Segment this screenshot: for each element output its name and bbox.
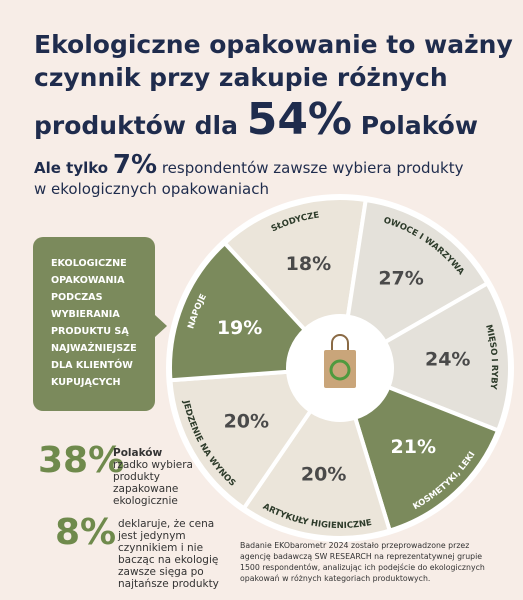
title-highlight: 54% [246, 94, 353, 145]
stat-text: Polaków rzadko wybiera produkty zapakowane e… [113, 447, 193, 507]
callout-line: EKOLOGICZNE [51, 258, 127, 269]
segment [221, 196, 369, 333]
callout-line: NAJWAŻNIEJSZE [51, 343, 137, 354]
callout-line: PODCZAS [51, 292, 103, 303]
subtitle-text: Ale tylko [34, 159, 109, 177]
callout-line: PRODUKTU SĄ [51, 326, 129, 337]
segment [345, 197, 491, 345]
bag-icon [324, 350, 356, 388]
segment-value: 24% [425, 349, 470, 371]
stat-line: Polaków [113, 447, 163, 459]
callout-line: KUPUJĄCYCH [51, 377, 121, 388]
stat-line: jest jedynym [118, 530, 186, 542]
segment-value: 19% [217, 317, 262, 339]
segment-value: 27% [378, 267, 423, 289]
title-text: Polaków [360, 111, 478, 140]
footnote: Badanie EKObarometr 2024 zostało przepro… [240, 540, 485, 584]
stat-value: 38% [38, 440, 125, 481]
title-line: produktów dla 54% Polaków [34, 94, 478, 145]
stat-line: rzadko wybiera [113, 459, 193, 471]
segment [241, 408, 393, 540]
segment [168, 240, 308, 383]
segment [168, 369, 314, 512]
segment-value: 20% [224, 410, 269, 432]
segment-value: 20% [301, 463, 346, 485]
stat-value: 8% [55, 512, 117, 553]
stat-text: deklaruje, że cena jest jedynym czynnikiem… [118, 518, 219, 590]
segment-value: 21% [391, 436, 436, 458]
stat-line: produkty [113, 471, 160, 483]
callout: EKOLOGICZNE OPAKOWANIA PODCZAS WYBIERANIA PR… [33, 237, 167, 411]
stat-line: zapakowane [113, 483, 179, 495]
segment-value: 18% [286, 253, 331, 275]
title-line: czynnik przy zakupie różnych [34, 63, 448, 92]
segment [382, 280, 512, 434]
subtitle-highlight: 7% [112, 150, 158, 180]
footnote-line: opakowań w różnych kategoriach produktow… [240, 574, 431, 583]
stat-line: zawsze sięga po [118, 566, 204, 578]
footnote-line: 1500 respondentów, analizując ich podejś… [240, 563, 485, 572]
subtitle-line: Ale tylko 7% respondentów zawsze wybiera… [34, 150, 464, 180]
subtitle-line: w ekologicznych opakowaniach [34, 180, 269, 198]
stat-line: ekologicznie [113, 495, 178, 507]
stat-line: najtańsze produkty [118, 578, 219, 590]
title-text: produktów dla [34, 111, 238, 140]
stat-line: bacząc na ekologię [118, 554, 219, 566]
stat-line: deklaruje, że cena [118, 518, 215, 530]
segment [352, 384, 501, 534]
title-line: Ekologiczne opakowanie to ważny [34, 30, 513, 59]
bag-handle [331, 334, 349, 350]
callout-line: DLA KLIENTÓW [51, 360, 133, 371]
footnote-line: agencję badawczą SW RESEARCH na reprezen… [240, 552, 483, 561]
footnote-line: Badanie EKObarometr 2024 zostało przepro… [240, 541, 470, 550]
callout-line: WYBIERANIA [51, 309, 120, 320]
callout-line: OPAKOWANIA [51, 275, 125, 286]
recycle-icon [329, 359, 351, 381]
subtitle-text: respondentów zawsze wybiera produkty [161, 159, 464, 177]
stat-line: czynnikiem i nie [118, 542, 204, 554]
